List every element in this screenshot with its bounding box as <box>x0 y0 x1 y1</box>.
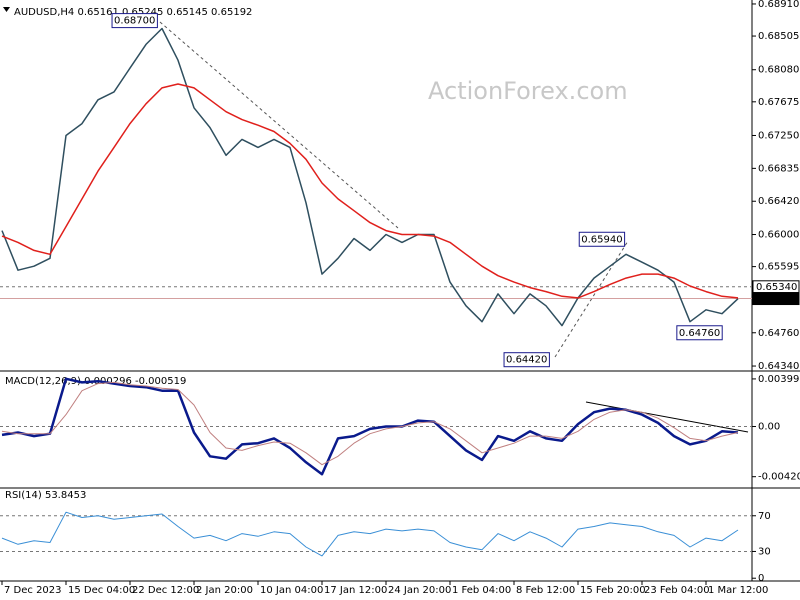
annotation-box <box>676 325 723 341</box>
x-tick-label: 17 Jan 12:00 <box>324 585 387 596</box>
y-tick-label: 0.64340 <box>758 361 799 372</box>
x-tick-label: 22 Dec 12:00 <box>132 585 199 596</box>
trend-line <box>159 21 399 229</box>
x-tick-label: 2 Jan 20:00 <box>196 585 253 596</box>
watermark: ActionForex.com <box>428 77 628 105</box>
level-label: 0.65340 <box>756 282 797 293</box>
y-tick-label: 0.65595 <box>758 262 799 273</box>
annotation-label: 0.64760 <box>679 328 720 339</box>
series-line <box>1 381 739 466</box>
annotation-label: 0.64420 <box>506 355 547 366</box>
x-tick-label: 10 Jan 04:00 <box>260 585 323 596</box>
y-tick-label: 0.66835 <box>758 163 799 174</box>
y-tick-label: 0.67675 <box>758 97 799 108</box>
annotation-label: 0.65940 <box>581 234 622 245</box>
y-tick-label: 0.68910 <box>758 0 799 10</box>
series-line <box>1 377 739 476</box>
y-tick-label: 0.64760 <box>758 328 799 339</box>
y-tick-label: 0 <box>758 573 764 584</box>
x-tick-label: 15 Dec 04:00 <box>68 585 135 596</box>
y-tick-label: 0.67250 <box>758 130 799 141</box>
y-tick-label: 0.00 <box>758 422 780 433</box>
panel-title: RSI(14) 53.8453 <box>5 490 86 501</box>
y-tick-label: 0.66420 <box>758 196 799 207</box>
level-label: 0.65192 <box>756 294 797 305</box>
annotation-box <box>111 13 158 29</box>
annotation-box <box>578 231 626 247</box>
x-tick-label: 1 Mar 12:00 <box>708 585 768 596</box>
menu-triangle <box>3 7 10 12</box>
x-tick-label: 1 Feb 04:00 <box>452 585 511 596</box>
level-label-box <box>752 292 800 306</box>
y-tick-label: 70 <box>758 511 771 522</box>
y-tick-label: 0.00399 <box>758 374 799 385</box>
series-line <box>1 27 739 327</box>
y-tick-label: 0.68080 <box>758 65 799 76</box>
y-tick-label: -0.004206 <box>758 472 800 483</box>
x-tick-label: 7 Dec 2023 <box>4 585 62 596</box>
x-tick-label: 24 Jan 20:00 <box>388 585 451 596</box>
annotation-box <box>503 352 550 368</box>
x-tick-label: 23 Feb 04:00 <box>644 585 710 596</box>
series-line <box>1 511 739 557</box>
x-tick-label: 8 Feb 12:00 <box>516 585 575 596</box>
y-tick-label: 0.66000 <box>758 230 799 241</box>
y-tick-label: 0.68505 <box>758 31 799 42</box>
x-tick-label: 15 Feb 20:00 <box>580 585 646 596</box>
series-line <box>1 83 739 299</box>
annotation-label: 0.68700 <box>114 16 155 27</box>
y-tick-label: 30 <box>758 546 771 557</box>
panel-title: AUDUSD,H4 0.65161 0.65245 0.65145 0.6519… <box>14 7 252 18</box>
